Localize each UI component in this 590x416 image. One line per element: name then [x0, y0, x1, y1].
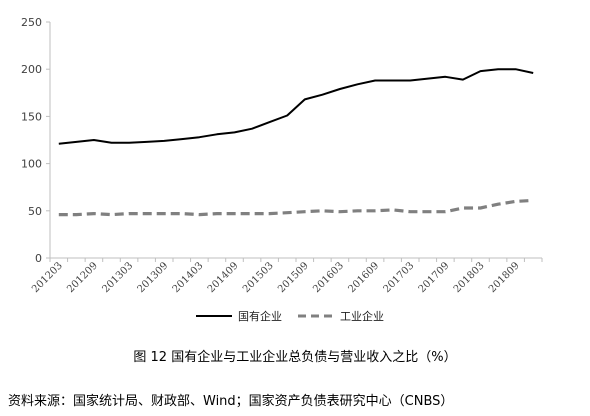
chart: 0 50 100 150 200 250 201203 201209 201303 201309…	[21, 16, 543, 323]
data-point	[497, 203, 499, 205]
data-point	[234, 213, 236, 215]
data-point	[75, 141, 77, 143]
data-point	[216, 213, 218, 215]
data-point	[427, 78, 429, 80]
data-point	[216, 133, 218, 135]
series-line-2	[58, 198, 534, 217]
data-point	[58, 214, 60, 216]
data-point	[462, 207, 464, 209]
data-point	[286, 212, 288, 214]
x-tick-label: 201303	[100, 260, 135, 295]
series-1	[58, 68, 534, 145]
data-point	[58, 143, 60, 145]
data-point	[427, 211, 429, 213]
data-point	[181, 213, 183, 215]
data-point	[357, 83, 359, 85]
y-tick-label: 150	[21, 110, 42, 123]
data-point	[339, 88, 341, 90]
y-axis-ticks: 0 50 100 150 200 250	[21, 16, 50, 265]
data-point	[269, 213, 271, 215]
y-tick-label: 100	[21, 158, 42, 171]
data-point	[128, 142, 130, 144]
data-point	[75, 214, 77, 216]
data-point	[321, 210, 323, 212]
data-point	[146, 213, 148, 215]
y-tick-label: 50	[28, 205, 42, 218]
data-point	[321, 94, 323, 96]
x-tick-label: 201803	[452, 260, 487, 295]
data-point	[269, 121, 271, 123]
data-point	[234, 131, 236, 133]
data-point	[339, 211, 341, 213]
data-point	[286, 115, 288, 117]
data-point	[515, 68, 517, 70]
legend: 国有企业 工业企业	[196, 309, 384, 323]
series-2	[58, 198, 534, 217]
x-tick-label: 201203	[30, 260, 65, 295]
data-point	[128, 213, 130, 215]
y-tick-label: 250	[21, 16, 42, 29]
figure-caption: 图 12 国有企业与工业企业总负债与营业收入之比（%）	[133, 350, 457, 365]
x-tick-label: 201209	[65, 260, 100, 295]
data-point	[163, 140, 165, 142]
data-point	[93, 213, 95, 215]
data-point	[251, 128, 253, 130]
x-tick-label: 201809	[487, 260, 522, 295]
series-line-1	[58, 68, 534, 145]
data-point	[198, 136, 200, 138]
x-tick-label: 201509	[276, 260, 311, 295]
source-note: 资料来源：国家统计局、财政部、Wind；国家资产负债表研究中心（CNBS）	[8, 394, 454, 409]
data-point	[392, 209, 394, 211]
data-point	[462, 79, 464, 81]
data-point	[480, 207, 482, 209]
data-point	[111, 214, 113, 216]
x-tick-label: 201709	[417, 260, 452, 295]
data-point	[409, 211, 411, 213]
data-point	[181, 138, 183, 140]
data-point	[392, 80, 394, 82]
data-point	[480, 70, 482, 72]
data-point	[444, 76, 446, 78]
data-point	[198, 214, 200, 216]
data-point	[497, 68, 499, 70]
data-point	[409, 80, 411, 82]
data-point	[304, 98, 306, 100]
data-point	[93, 139, 95, 141]
y-tick-label: 0	[35, 252, 42, 265]
x-tick-label: 201409	[206, 260, 241, 295]
data-point	[304, 211, 306, 213]
data-point	[532, 199, 534, 201]
data-point	[146, 141, 148, 143]
x-tick-label: 201309	[136, 260, 171, 295]
y-tick-label: 200	[21, 63, 42, 76]
x-tick-label: 201603	[311, 260, 346, 295]
x-tick-label: 201609	[346, 260, 381, 295]
data-point	[374, 80, 376, 82]
data-point	[357, 210, 359, 212]
data-point	[111, 142, 113, 144]
legend-label-series-1: 国有企业	[238, 309, 282, 323]
data-point	[374, 210, 376, 212]
data-point	[251, 213, 253, 215]
data-point	[163, 213, 165, 215]
legend-label-series-2: 工业企业	[340, 309, 384, 323]
x-tick-label: 201703	[382, 260, 417, 295]
data-point	[444, 211, 446, 213]
x-tick-label: 201503	[241, 260, 276, 295]
data-point	[515, 200, 517, 202]
data-point	[532, 72, 534, 74]
series-layer	[58, 68, 534, 217]
x-tick-label: 201403	[171, 260, 206, 295]
x-axis-ticks: 201203 201209 201303 201309 201403 201409 2015…	[30, 258, 543, 295]
